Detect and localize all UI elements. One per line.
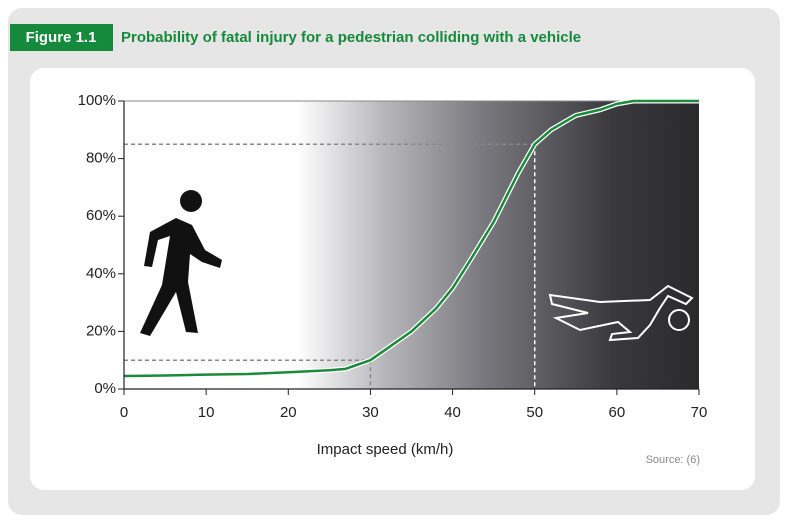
y-tick-label: 40% (86, 265, 116, 282)
y-tick-label: 100% (78, 92, 116, 109)
y-tick-label: 0% (94, 380, 116, 397)
pedestrian-icon (140, 190, 222, 336)
badge (10, 24, 113, 51)
x-tick-label: 20 (280, 404, 297, 421)
x-tick-label: 70 (691, 404, 708, 421)
x-tick-label: 40 (444, 404, 461, 421)
x-tick-label: 0 (120, 404, 128, 421)
y-tick-label: 60% (86, 207, 116, 224)
figure-label: Figure 1.1 (26, 29, 97, 46)
line (123, 99, 699, 378)
y-tick-label: 80% (86, 150, 116, 167)
plot-background (124, 101, 699, 389)
plot: 0% 20% 40% 60% 80% 100% 0 10 20 30 40 50 60 70 (78, 92, 708, 421)
x-tick-label: 30 (362, 404, 379, 421)
victim-outline (548, 284, 694, 342)
source: Source: (6) (646, 454, 700, 466)
x-axis-label: Impact speed (km/h) (317, 441, 454, 458)
y-tick-label: 20% (86, 322, 116, 339)
chart-title: Probability of fatal injury for a pedest… (121, 29, 581, 46)
x-tick-label: 50 (526, 404, 543, 421)
x-tick-label: 10 (198, 404, 215, 421)
x-tick-label: 60 (609, 404, 626, 421)
